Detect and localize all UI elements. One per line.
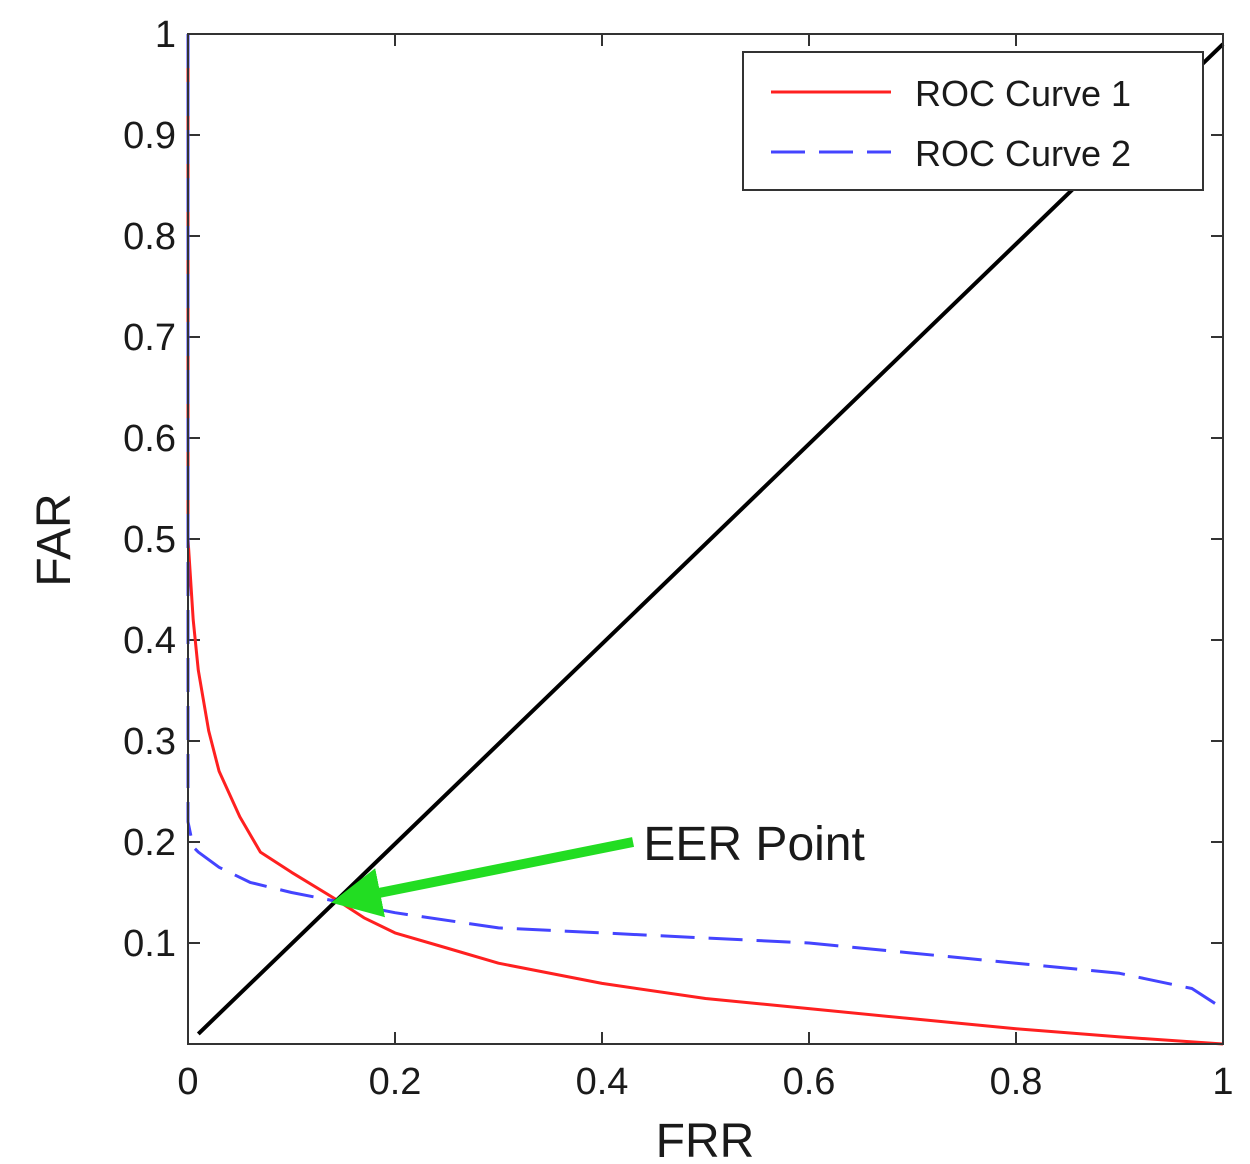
series-line-roc-curve-1 [186, 34, 1224, 1046]
legend: ROC Curve 1 ROC Curve 2 [742, 51, 1204, 191]
legend-entry-label: ROC Curve 1 [915, 73, 1131, 114]
legend-entry-label: ROC Curve 2 [915, 133, 1131, 174]
annotation-layer: EER Point [331, 818, 865, 918]
series-line-roc-curve-2 [186, 34, 1224, 1010]
x-tick-label: 0.6 [783, 1061, 836, 1103]
y-tick-label: 0.6 [123, 418, 176, 460]
ticks-layer: 0 0.2 0.4 0.6 0.8 1 0.1 0.2 0.3 0.4 0.5 0.6 0.7 0.8 0.… [123, 14, 1233, 1103]
y-tick-label: 0.3 [123, 721, 176, 763]
legend-box [742, 51, 1204, 191]
x-tick-label: 0.8 [990, 1061, 1043, 1103]
x-tick-label: 1 [1212, 1061, 1233, 1103]
y-tick-label: 0.4 [123, 620, 176, 662]
eer-point-label: EER Point [643, 818, 864, 871]
x-tick-label: 0.4 [576, 1061, 629, 1103]
x-tick-label: 0.2 [369, 1061, 422, 1103]
x-axis-label: FRR [656, 1115, 755, 1164]
y-tick-label: 0.2 [123, 822, 176, 864]
y-tick-label: 0.5 [123, 519, 176, 561]
y-tick-label: 0.8 [123, 216, 176, 258]
eer-arrow [331, 837, 635, 918]
y-tick-label: 1 [155, 14, 176, 56]
y-tick-label: 0.1 [123, 923, 176, 965]
y-tick-label: 0.9 [123, 115, 176, 157]
plot-frame [187, 33, 1224, 1045]
y-tick-label: 0.7 [123, 317, 176, 359]
y-axis-label: FAR [28, 493, 81, 586]
x-tick-label: 0 [177, 1061, 198, 1103]
